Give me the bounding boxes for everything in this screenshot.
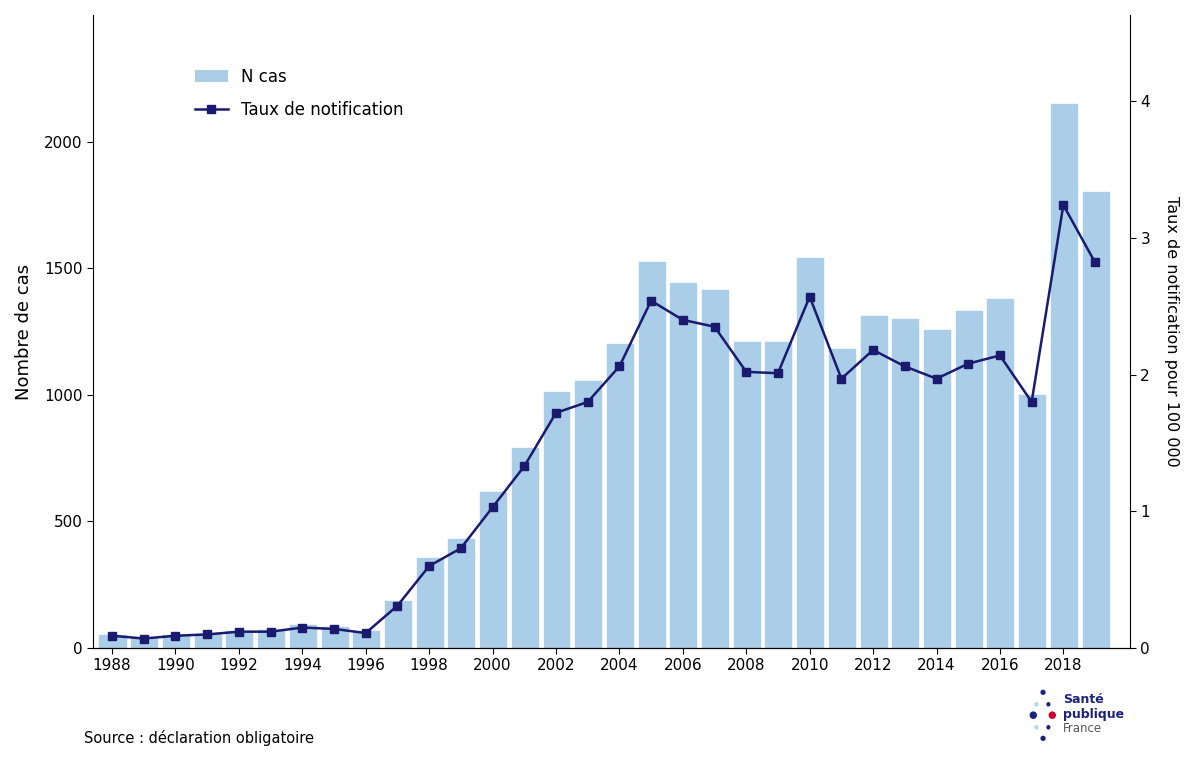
Bar <box>670 283 696 648</box>
Text: publique: publique <box>1063 708 1124 721</box>
Text: ●: ● <box>1046 724 1051 729</box>
Bar <box>733 342 759 648</box>
Bar <box>827 350 855 648</box>
Text: ●: ● <box>1047 710 1057 721</box>
Bar <box>289 625 315 648</box>
Legend: N cas, Taux de notification: N cas, Taux de notification <box>195 67 404 119</box>
Bar <box>479 493 506 648</box>
Bar <box>764 342 792 648</box>
Bar <box>257 630 284 648</box>
Bar <box>352 631 380 648</box>
Bar <box>162 635 189 648</box>
Bar <box>796 258 823 648</box>
Text: ●: ● <box>1039 689 1046 695</box>
Text: Santé: Santé <box>1063 693 1103 706</box>
Bar <box>892 319 918 648</box>
Bar <box>99 635 125 648</box>
Text: ●: ● <box>1039 735 1046 741</box>
Bar <box>955 311 981 648</box>
Bar <box>448 539 474 648</box>
Y-axis label: Nombre de cas: Nombre de cas <box>16 263 33 399</box>
Y-axis label: Taux de notification pour 100 000: Taux de notification pour 100 000 <box>1164 196 1178 467</box>
Bar <box>384 601 411 648</box>
Text: ●: ● <box>1046 702 1051 706</box>
Bar <box>638 262 665 648</box>
Bar <box>923 330 950 648</box>
Bar <box>1082 192 1108 648</box>
Text: Source : déclaration obligatoire: Source : déclaration obligatoire <box>84 730 314 746</box>
Bar <box>226 631 252 648</box>
Bar <box>701 290 728 648</box>
Bar <box>542 392 570 648</box>
Bar <box>416 558 443 648</box>
Bar <box>1050 103 1077 648</box>
Bar <box>860 317 887 648</box>
Bar <box>986 298 1014 648</box>
Text: ●: ● <box>1034 724 1039 729</box>
Bar <box>574 381 602 648</box>
Bar <box>193 634 221 648</box>
Bar <box>605 344 633 648</box>
Bar <box>1018 395 1045 648</box>
Text: ●: ● <box>1034 702 1039 706</box>
Text: ●: ● <box>1028 710 1038 721</box>
Bar <box>511 448 537 648</box>
Bar <box>130 639 158 648</box>
Text: France: France <box>1063 722 1102 735</box>
Bar <box>320 627 347 648</box>
